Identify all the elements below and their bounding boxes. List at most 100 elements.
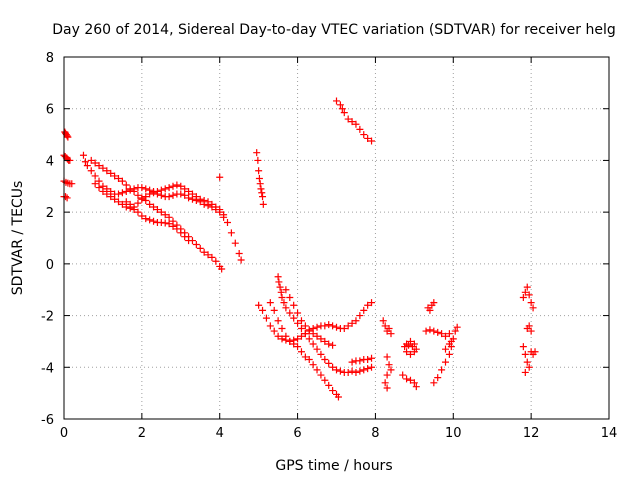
data-point: [115, 198, 122, 206]
data-point: [447, 337, 455, 345]
data-point: [453, 323, 461, 331]
plot-frame: [63, 56, 610, 420]
data-point: [150, 203, 158, 211]
data-point: [99, 164, 107, 172]
data-point: [111, 172, 119, 180]
data-point: [430, 299, 438, 307]
series-s13: [274, 273, 376, 376]
data-point: [258, 189, 266, 197]
data-point: [294, 309, 302, 317]
data-point: [430, 327, 438, 335]
y-axis-label: SDTVAR / TECUs: [10, 181, 26, 296]
data-point: [360, 366, 368, 374]
data-point: [185, 237, 193, 245]
data-point: [212, 257, 220, 265]
data-point: [130, 206, 138, 214]
data-point: [254, 156, 262, 164]
data-point: [95, 162, 103, 170]
data-point: [352, 120, 360, 128]
data-point: [438, 330, 446, 338]
data-point: [381, 322, 389, 330]
data-point: [451, 327, 459, 335]
data-point: [317, 371, 325, 379]
data-point: [63, 132, 71, 140]
data-point: [525, 291, 533, 299]
data-point: [529, 304, 537, 312]
data-point: [356, 125, 364, 133]
data-point: [173, 225, 181, 233]
series-s20: [424, 299, 438, 314]
data-point: [259, 193, 267, 201]
series-s19: [399, 371, 420, 391]
data-point: [118, 200, 126, 208]
y-tick-label: 0: [46, 258, 54, 273]
data-point: [403, 375, 411, 383]
data-point: [294, 319, 302, 327]
data-point: [426, 326, 434, 334]
data-point: [325, 340, 333, 348]
data-point: [434, 374, 442, 382]
data-point: [405, 341, 413, 349]
data-point: [275, 278, 283, 286]
data-point: [523, 283, 531, 291]
data-point: [356, 367, 364, 375]
data-point: [87, 156, 95, 164]
data-point: [200, 248, 208, 256]
data-point: [266, 322, 274, 330]
y-tick-label: -6: [41, 413, 54, 428]
data-point: [274, 332, 282, 340]
data-point: [305, 326, 313, 334]
data-point: [313, 323, 321, 331]
data-point: [360, 131, 368, 139]
series-s2: [60, 151, 74, 164]
data-point: [142, 215, 150, 223]
series-s24: [519, 283, 539, 376]
series-s21: [422, 326, 453, 340]
data-point: [118, 189, 126, 197]
data-point: [150, 189, 158, 197]
data-point: [309, 340, 317, 348]
data-point: [333, 97, 340, 105]
data-point: [62, 193, 70, 201]
data-point: [91, 172, 99, 180]
data-point: [525, 322, 533, 330]
data-point: [115, 175, 122, 183]
data-point: [165, 220, 173, 228]
data-point: [368, 299, 376, 307]
data-point: [519, 293, 527, 301]
data-point: [256, 180, 264, 188]
series-s14: [282, 286, 337, 349]
data-point: [218, 265, 226, 273]
data-point: [142, 185, 150, 193]
data-point: [259, 200, 267, 208]
data-point: [68, 180, 76, 188]
data-point: [305, 335, 313, 343]
data-point: [313, 345, 321, 353]
data-point: [274, 317, 282, 325]
data-point: [177, 229, 185, 237]
data-point: [527, 299, 535, 307]
data-point: [282, 304, 290, 312]
data-point: [278, 293, 286, 301]
x-tick-label: 2: [138, 426, 146, 441]
data-point: [111, 195, 119, 203]
data-point: [334, 393, 342, 401]
data-point: [523, 358, 531, 366]
data-point: [115, 190, 122, 198]
series-s10: [253, 149, 267, 208]
data-point: [130, 187, 138, 195]
data-point: [338, 105, 346, 113]
data-point: [286, 293, 294, 301]
data-point: [216, 173, 224, 181]
data-point: [410, 379, 418, 387]
data-point: [200, 200, 208, 208]
data-point: [122, 187, 130, 195]
data-point: [445, 330, 453, 338]
x-tick-label: 6: [293, 426, 301, 441]
data-point: [224, 218, 231, 226]
data-point: [177, 190, 185, 198]
data-point: [442, 332, 449, 340]
data-point: [157, 208, 165, 216]
data-point: [188, 195, 196, 203]
data-point: [64, 133, 72, 141]
